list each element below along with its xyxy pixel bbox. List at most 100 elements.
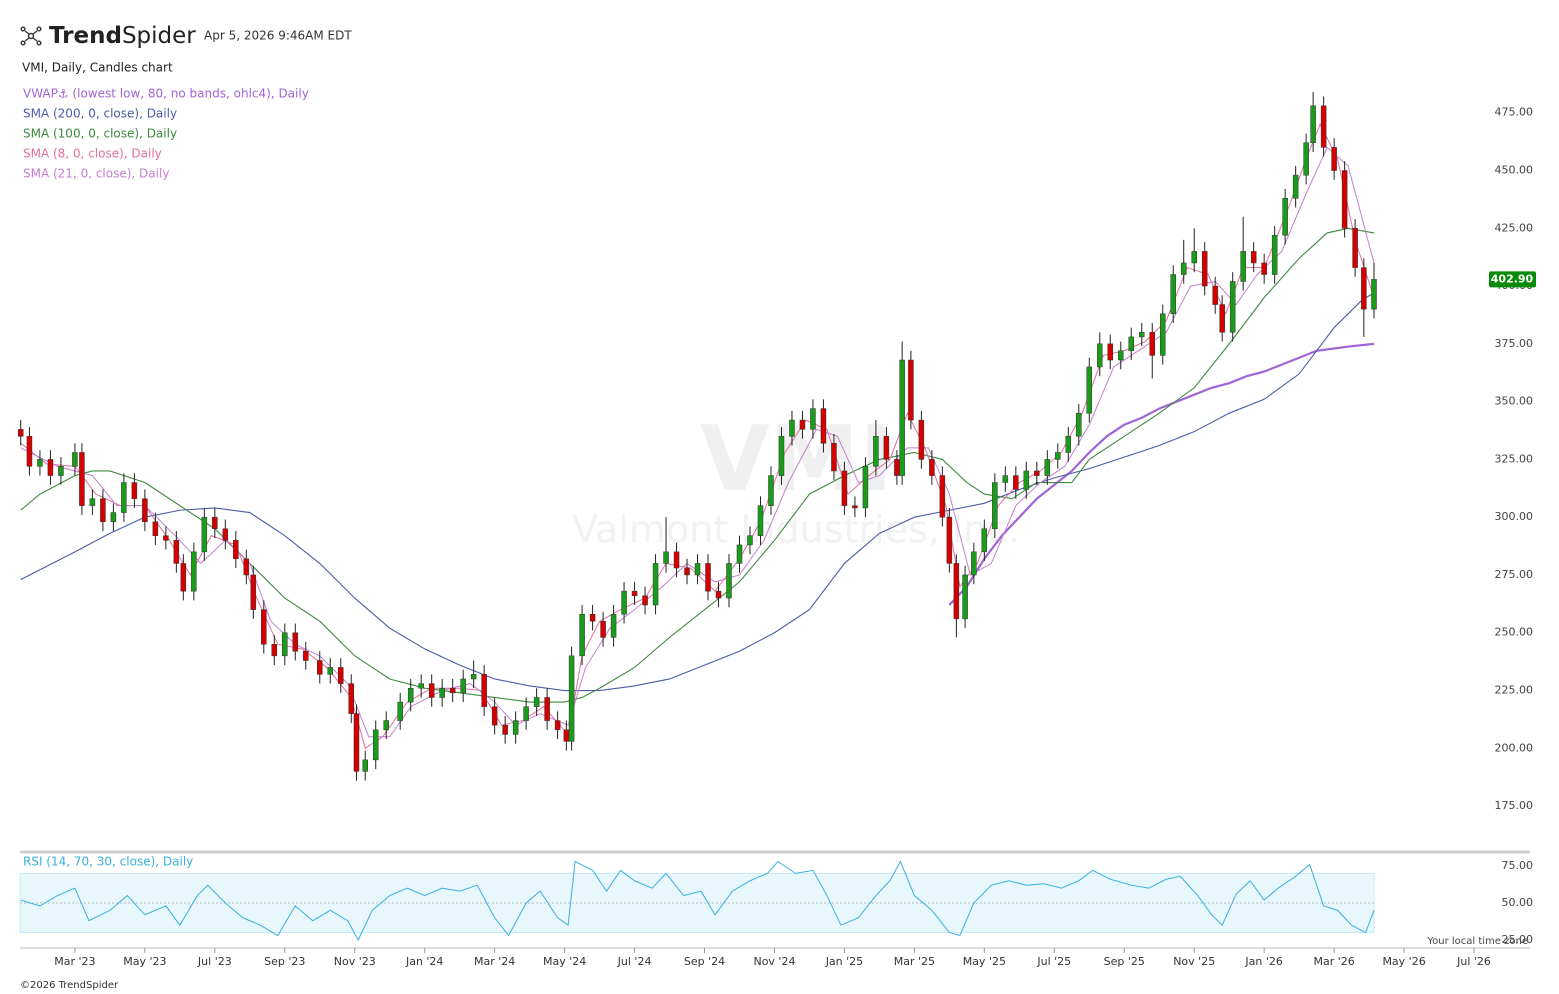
candle-body xyxy=(1118,350,1124,361)
legend-entry: SMA (21, 0, close), Daily xyxy=(23,167,169,181)
y-tick-label: 275.00 xyxy=(1495,568,1534,581)
x-tick-label: Jul '26 xyxy=(1456,955,1491,968)
candle-body xyxy=(953,563,960,620)
candle-body xyxy=(747,535,753,546)
candle-body xyxy=(407,687,414,703)
x-tick-label: Jul '25 xyxy=(1036,955,1071,968)
candle-body xyxy=(121,482,127,513)
candle-body xyxy=(303,650,309,661)
candle-body xyxy=(37,459,43,467)
candle-body xyxy=(1138,332,1145,338)
x-tick-label: May '24 xyxy=(543,955,586,968)
rsi-title: RSI (14, 70, 30, close), Daily xyxy=(23,855,193,869)
candle-body xyxy=(481,674,487,707)
candle-body xyxy=(1034,470,1040,476)
y-tick-label: 75.00 xyxy=(1502,859,1534,872)
indicator-line xyxy=(20,146,1375,738)
x-tick-label: Jul '23 xyxy=(197,955,232,968)
candle-body xyxy=(512,720,519,735)
candle-body xyxy=(460,678,466,694)
x-tick-label: May '26 xyxy=(1382,955,1425,968)
y-tick-label: 300.00 xyxy=(1495,510,1534,523)
candle-body xyxy=(1180,262,1187,275)
x-tick-label: Mar '23 xyxy=(54,955,95,968)
candle-body xyxy=(142,498,148,523)
candle-body xyxy=(939,475,946,518)
brand: TrendSpider xyxy=(49,23,196,49)
y-tick-label: 175.00 xyxy=(1495,799,1534,812)
candle-body xyxy=(428,683,435,698)
candle-body xyxy=(1065,436,1072,453)
candle-body xyxy=(1303,142,1309,176)
x-tick-label: Nov '24 xyxy=(753,955,795,968)
y-tick-label: 450.00 xyxy=(1495,164,1534,177)
indicator-line xyxy=(20,123,1375,750)
candle-body xyxy=(1371,279,1377,310)
candle-body xyxy=(533,697,540,707)
x-tick-label: Mar '24 xyxy=(474,955,515,968)
candle-body xyxy=(862,466,869,509)
candle-body xyxy=(554,720,561,731)
candle-body xyxy=(250,574,257,610)
candle-body xyxy=(1331,147,1337,171)
candle-body xyxy=(292,632,299,652)
indicator-line xyxy=(20,292,1375,692)
y-tick-label: 425.00 xyxy=(1495,221,1534,234)
x-tick-label: Nov '23 xyxy=(334,955,376,968)
candle-body xyxy=(1159,313,1166,356)
candle-body xyxy=(201,516,208,553)
candle-body xyxy=(1219,304,1225,333)
candle-body xyxy=(563,729,570,742)
candle-body xyxy=(353,713,360,772)
candle-body xyxy=(929,459,935,476)
candle-body xyxy=(971,551,977,576)
candle-body xyxy=(180,563,187,592)
candle-body xyxy=(1341,170,1348,229)
candles xyxy=(17,91,1377,781)
candle-body xyxy=(1212,285,1218,305)
candle-body xyxy=(439,687,445,698)
candle-body xyxy=(1086,366,1093,414)
candle-body xyxy=(79,452,85,506)
candle-body xyxy=(544,697,550,721)
candle-body xyxy=(589,614,596,622)
candle-body xyxy=(1002,475,1009,483)
candle-body xyxy=(282,632,288,657)
y-tick-label: 250.00 xyxy=(1495,626,1534,639)
x-tick-label: Sep '24 xyxy=(684,955,725,968)
candle-body xyxy=(110,512,117,523)
candle-body xyxy=(778,436,785,476)
legend-entry: SMA (8, 0, close), Daily xyxy=(23,147,162,161)
candle-body xyxy=(502,724,508,735)
x-tick-label: Nov '25 xyxy=(1173,955,1215,968)
copyright: ©2026 TrendSpider xyxy=(20,980,119,991)
candle-body xyxy=(1076,412,1082,437)
candle-body xyxy=(1044,459,1051,476)
candle-body xyxy=(579,614,585,657)
legend-entry: SMA (200, 0, close), Daily xyxy=(23,107,177,121)
watermark-symbol: VMI xyxy=(700,407,893,512)
candle-body xyxy=(918,419,925,460)
candle-body xyxy=(684,567,690,576)
legend-entry: SMA (100, 0, close), Daily xyxy=(23,127,177,141)
candle-body xyxy=(1023,470,1030,490)
chart-label: VMI, Daily, Candles chart xyxy=(22,61,173,75)
brand-light: Spider xyxy=(122,23,196,49)
x-tick-label: Sep '23 xyxy=(264,955,305,968)
last-price-label: 402.90 xyxy=(1491,272,1534,285)
candle-body xyxy=(873,436,879,467)
candle-body xyxy=(568,655,575,742)
y-tick-label: 200.00 xyxy=(1495,741,1534,754)
watermark-name: Valmont Industries, Inc. xyxy=(572,508,1020,552)
candle-body xyxy=(631,590,638,597)
candle-body xyxy=(981,528,988,553)
candle-body xyxy=(663,551,669,564)
candle-body xyxy=(1149,332,1155,356)
candle-body xyxy=(768,475,774,506)
y-tick-label: 350.00 xyxy=(1495,395,1534,408)
candle-body xyxy=(261,609,267,645)
logo xyxy=(20,26,42,46)
candle-body xyxy=(72,452,78,467)
y-tick-label: 225.00 xyxy=(1495,684,1534,697)
candle-body xyxy=(820,408,827,444)
